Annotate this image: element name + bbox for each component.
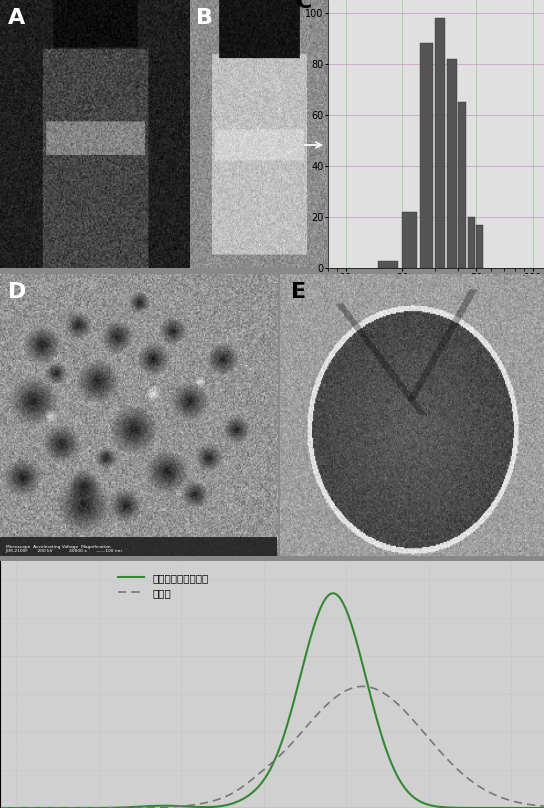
荧光纳米自组装微球 <box>137 802 143 808</box>
罗丹明 <box>93 803 100 808</box>
Line: 荧光纳米自组装微球: 荧光纳米自组装微球 <box>0 593 544 808</box>
Bar <box>468 217 475 268</box>
罗丹明 <box>243 779 249 789</box>
Bar <box>447 59 456 268</box>
Text: JEM-2100F       200 kV            40000 x       ——100 nm: JEM-2100F 200 kV 40000 x ——100 nm <box>5 549 122 553</box>
荧光纳米自组装微球 <box>330 588 337 598</box>
罗丹明 <box>0 803 3 808</box>
罗丹明 <box>137 803 143 808</box>
Bar <box>0 537 277 556</box>
荧光纳米自组装微球 <box>407 789 414 799</box>
Text: C: C <box>295 0 312 12</box>
Text: E: E <box>290 282 306 302</box>
Text: D: D <box>8 282 27 302</box>
荧光纳米自组装微球 <box>0 803 3 808</box>
Bar <box>458 103 466 268</box>
Legend: 荧光纳米自组装微球, 罗丹明: 荧光纳米自组装微球, 罗丹明 <box>114 569 213 602</box>
Bar <box>401 213 417 268</box>
罗丹明 <box>541 802 544 808</box>
罗丹明 <box>359 682 366 692</box>
Text: B: B <box>196 8 213 28</box>
Text: A: A <box>8 8 25 28</box>
Line: 罗丹明: 罗丹明 <box>0 687 544 808</box>
荧光纳米自组装微球 <box>93 803 100 808</box>
Bar <box>420 44 432 268</box>
荧光纳米自组装微球 <box>317 603 324 612</box>
荧光纳米自组装微球 <box>243 792 249 802</box>
Bar <box>378 261 398 268</box>
荧光纳米自组装微球 <box>361 666 367 675</box>
荧光纳米自组装微球 <box>541 803 544 808</box>
Text: Microscope  Accelerating Voltage  Magnification: Microscope Accelerating Voltage Magnific… <box>5 545 110 549</box>
Bar <box>435 18 446 268</box>
X-axis label: nm: nm <box>427 284 445 294</box>
罗丹明 <box>317 706 324 716</box>
罗丹明 <box>361 682 367 692</box>
Bar <box>477 225 483 268</box>
罗丹明 <box>407 713 414 722</box>
